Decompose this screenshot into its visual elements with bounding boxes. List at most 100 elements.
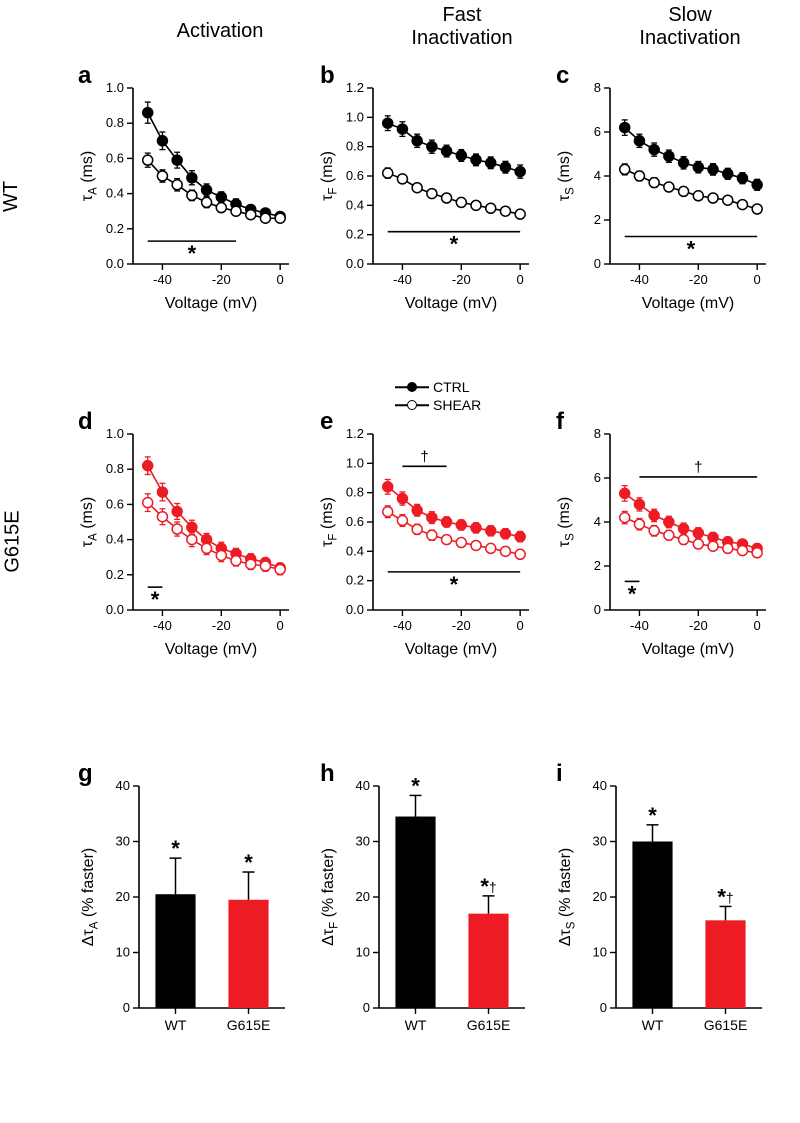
svg-text:0.8: 0.8	[106, 461, 124, 476]
svg-text:10: 10	[116, 945, 130, 960]
svg-text:0: 0	[277, 618, 284, 633]
svg-text:G615E: G615E	[704, 1017, 748, 1033]
svg-text:-20: -20	[689, 272, 708, 287]
svg-text:*: *	[244, 850, 253, 875]
svg-text:τF (ms): τF (ms)	[319, 151, 339, 201]
svg-text:0.0: 0.0	[346, 256, 364, 271]
svg-text:0: 0	[363, 1000, 370, 1015]
col-header-activation: Activation	[120, 20, 320, 43]
svg-text:1.2: 1.2	[346, 80, 364, 95]
svg-text:1.2: 1.2	[346, 426, 364, 441]
col-header-slow: Slow Inactivation	[590, 4, 790, 50]
svg-text:20: 20	[593, 889, 607, 904]
svg-text:*: *	[151, 587, 160, 612]
svg-text:τF (ms): τF (ms)	[319, 497, 339, 547]
svg-text:Voltage (mV): Voltage (mV)	[165, 641, 257, 658]
svg-text:0.6: 0.6	[106, 150, 124, 165]
svg-text:0.0: 0.0	[346, 602, 364, 617]
svg-text:Voltage (mV): Voltage (mV)	[405, 641, 497, 658]
svg-text:WT: WT	[405, 1017, 427, 1033]
svg-text:10: 10	[593, 945, 607, 960]
svg-text:0: 0	[754, 272, 761, 287]
svg-text:0.4: 0.4	[346, 197, 364, 212]
svg-text:0.4: 0.4	[106, 532, 124, 547]
svg-text:0.2: 0.2	[106, 221, 124, 236]
svg-text:-40: -40	[393, 618, 412, 633]
svg-text:†: †	[694, 459, 702, 476]
bar-g: 010203040ΔτA (% faster)*WT*G615E	[75, 770, 295, 1050]
svg-text:*: *	[411, 773, 420, 798]
row-label-wt: WT	[0, 181, 23, 212]
svg-text:30: 30	[356, 834, 370, 849]
svg-text:0: 0	[594, 256, 601, 271]
svg-text:Voltage (mV): Voltage (mV)	[405, 295, 497, 312]
svg-text:†: †	[420, 448, 428, 465]
figure-root: Activation Fast Inactivation Slow Inacti…	[0, 0, 800, 1123]
svg-text:0.0: 0.0	[106, 256, 124, 271]
svg-text:*: *	[188, 241, 197, 266]
svg-text:2: 2	[594, 558, 601, 573]
svg-text:30: 30	[593, 834, 607, 849]
svg-text:Voltage (mV): Voltage (mV)	[642, 641, 734, 658]
svg-text:0.8: 0.8	[346, 139, 364, 154]
svg-text:ΔτA (% faster): ΔτA (% faster)	[80, 848, 100, 947]
svg-text:*: *	[628, 581, 637, 606]
svg-text:0: 0	[594, 602, 601, 617]
svg-text:0: 0	[600, 1000, 607, 1015]
svg-text:G615E: G615E	[467, 1017, 511, 1033]
svg-text:0: 0	[277, 272, 284, 287]
svg-text:4: 4	[594, 168, 601, 183]
svg-text:6: 6	[594, 124, 601, 139]
svg-text:*: *	[648, 803, 657, 828]
svg-text:-20: -20	[689, 618, 708, 633]
svg-text:*: *	[450, 232, 459, 257]
svg-text:1.0: 1.0	[106, 426, 124, 441]
svg-text:8: 8	[594, 80, 601, 95]
svg-text:4: 4	[594, 514, 601, 529]
svg-text:G615E: G615E	[227, 1017, 271, 1033]
svg-text:-20: -20	[212, 272, 231, 287]
svg-text:10: 10	[356, 945, 370, 960]
svg-text:-20: -20	[452, 618, 471, 633]
plot-a: 0.00.20.40.60.81.0-40-200Voltage (mV)τA …	[75, 72, 295, 322]
svg-text:*: *	[171, 836, 180, 861]
svg-text:0.6: 0.6	[346, 514, 364, 529]
svg-text:30: 30	[116, 834, 130, 849]
svg-text:-40: -40	[393, 272, 412, 287]
svg-text:0: 0	[517, 272, 524, 287]
svg-text:1.0: 1.0	[346, 109, 364, 124]
svg-text:Voltage (mV): Voltage (mV)	[642, 295, 734, 312]
legend-shear-label: SHEAR	[433, 397, 481, 413]
svg-text:*: *	[450, 572, 459, 597]
svg-text:0.8: 0.8	[346, 485, 364, 500]
svg-text:0: 0	[517, 618, 524, 633]
svg-text:WT: WT	[165, 1017, 187, 1033]
svg-text:τA (ms): τA (ms)	[79, 151, 99, 201]
svg-text:WT: WT	[642, 1017, 664, 1033]
svg-text:τS (ms): τS (ms)	[556, 497, 576, 547]
svg-text:0.0: 0.0	[106, 602, 124, 617]
svg-text:0.2: 0.2	[346, 573, 364, 588]
svg-text:40: 40	[116, 778, 130, 793]
svg-text:1.0: 1.0	[346, 455, 364, 470]
svg-text:0: 0	[754, 618, 761, 633]
svg-text:0.8: 0.8	[106, 115, 124, 130]
svg-text:0.6: 0.6	[106, 496, 124, 511]
svg-text:20: 20	[356, 889, 370, 904]
bar-h: 010203040ΔτF (% faster)*WT*†G615E	[315, 770, 535, 1050]
svg-text:Voltage (mV): Voltage (mV)	[165, 295, 257, 312]
svg-text:ΔτS (% faster): ΔτS (% faster)	[557, 848, 577, 947]
legend-ctrl-label: CTRL	[433, 379, 470, 395]
svg-text:0.2: 0.2	[106, 567, 124, 582]
svg-text:τS (ms): τS (ms)	[556, 151, 576, 201]
plot-d: 0.00.20.40.60.81.0-40-200Voltage (mV)τA …	[75, 418, 295, 668]
svg-text:-40: -40	[153, 272, 172, 287]
svg-text:ΔτF (% faster): ΔτF (% faster)	[320, 848, 340, 946]
svg-text:40: 40	[356, 778, 370, 793]
plot-b: 0.00.20.40.60.81.01.2-40-200Voltage (mV)…	[315, 72, 535, 322]
svg-text:0.2: 0.2	[346, 227, 364, 242]
plot-c: 02468-40-200Voltage (mV)τS (ms)*	[552, 72, 772, 322]
svg-text:-20: -20	[212, 618, 231, 633]
col-header-fast: Fast Inactivation	[362, 4, 562, 50]
svg-text:6: 6	[594, 470, 601, 485]
